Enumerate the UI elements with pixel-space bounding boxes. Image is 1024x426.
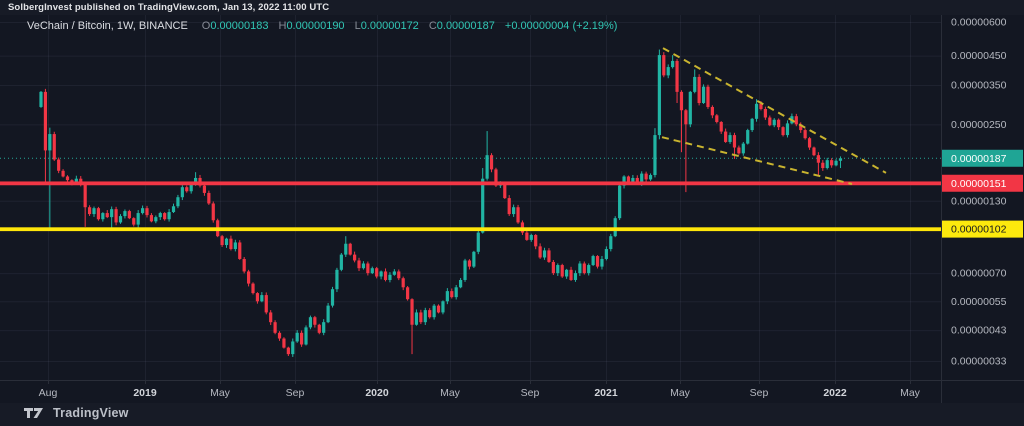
svg-text:0.00000130: 0.00000130 [951, 195, 1007, 207]
tradingview-logo-icon [24, 408, 43, 418]
legend-low: L0.00000172 [354, 20, 419, 32]
svg-text:Sep: Sep [286, 387, 305, 399]
svg-text:0.00000102: 0.00000102 [951, 224, 1007, 236]
tradingview-logo[interactable]: TradingView [24, 406, 129, 420]
support-line[interactable] [0, 227, 941, 232]
resistance-line[interactable] [0, 181, 941, 186]
grid [0, 15, 941, 380]
svg-text:0.00000151: 0.00000151 [951, 178, 1007, 190]
svg-text:May: May [900, 387, 921, 399]
svg-text:0.00000043: 0.00000043 [951, 325, 1007, 337]
price-badge-support: 0.00000102 [942, 220, 1023, 238]
svg-text:0.00000350: 0.00000350 [951, 79, 1007, 91]
svg-text:0.00000250: 0.00000250 [951, 119, 1007, 131]
svg-text:May: May [440, 387, 461, 399]
brand-bar: TradingView [0, 403, 1024, 426]
legend-close: C0.00000187 [428, 20, 495, 32]
tradingview-logo-text: TradingView [53, 406, 129, 420]
svg-text:0.00000187: 0.00000187 [951, 153, 1007, 165]
svg-text:0.00000450: 0.00000450 [951, 50, 1007, 62]
price-axis[interactable]: 0.00000600 0.00000450 0.00000350 0.00000250… [942, 17, 1023, 368]
time-axis[interactable]: Aug 2019 May Sep 2020 May Sep 2021 May Sep 2022 May [39, 380, 921, 399]
svg-text:0.00000600: 0.00000600 [951, 17, 1007, 29]
svg-text:Aug: Aug [39, 387, 58, 399]
svg-text:Sep: Sep [521, 387, 540, 399]
wedge-lower-trendline[interactable] [661, 136, 853, 186]
price-badge-resistance: 0.00000151 [942, 174, 1023, 192]
symbol-legend[interactable]: VeChain / Bitcoin, 1W, BINANCE O0.000001… [27, 20, 617, 32]
svg-text:0.00000055: 0.00000055 [951, 296, 1007, 308]
legend-high: H0.00000190 [278, 20, 345, 32]
svg-text:May: May [670, 387, 691, 399]
svg-text:2022: 2022 [823, 387, 847, 399]
svg-text:0.00000070: 0.00000070 [951, 268, 1007, 280]
svg-text:May: May [210, 387, 231, 399]
publish-text: SolbergInvest published on TradingView.c… [8, 2, 330, 13]
svg-text:Sep: Sep [750, 387, 769, 399]
svg-text:2021: 2021 [594, 387, 618, 399]
svg-text:0.00000033: 0.00000033 [951, 356, 1007, 368]
price-badge-last_price: 0.00000187 [942, 149, 1023, 167]
wedge-upper-trendline[interactable] [662, 47, 887, 174]
candlestick-series [39, 49, 843, 357]
publish-bar: SolbergInvest published on TradingView.c… [0, 0, 1024, 15]
legend-open: O0.00000183 [201, 20, 269, 32]
svg-text:2019: 2019 [133, 387, 157, 399]
legend-change: +0.00000004 (+2.19%) [504, 20, 618, 32]
symbol-title: VeChain / Bitcoin, 1W, BINANCE [27, 20, 188, 32]
svg-text:2020: 2020 [365, 387, 389, 399]
